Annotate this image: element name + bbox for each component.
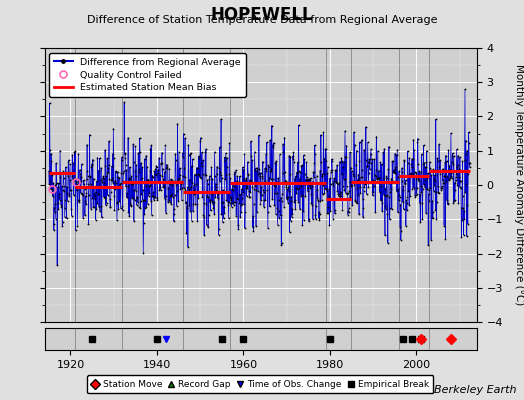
Legend: Difference from Regional Average, Quality Control Failed, Estimated Station Mean: Difference from Regional Average, Qualit… bbox=[49, 53, 246, 97]
Text: Berkeley Earth: Berkeley Earth bbox=[434, 385, 516, 395]
Text: Difference of Station Temperature Data from Regional Average: Difference of Station Temperature Data f… bbox=[87, 15, 437, 25]
Legend: Station Move, Record Gap, Time of Obs. Change, Empirical Break: Station Move, Record Gap, Time of Obs. C… bbox=[88, 376, 433, 394]
Text: HOPEWELL: HOPEWELL bbox=[211, 6, 313, 24]
Y-axis label: Monthly Temperature Anomaly Difference (°C): Monthly Temperature Anomaly Difference (… bbox=[514, 64, 524, 306]
